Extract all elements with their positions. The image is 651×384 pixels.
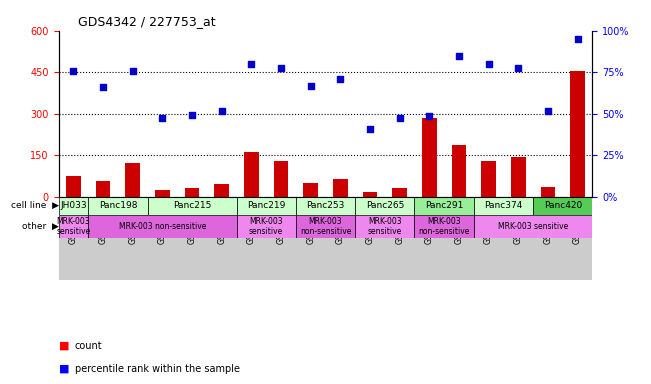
Text: Panc265: Panc265 <box>366 201 404 210</box>
FancyBboxPatch shape <box>148 197 236 215</box>
FancyBboxPatch shape <box>533 197 592 215</box>
FancyBboxPatch shape <box>236 215 296 238</box>
Bar <box>244 152 258 197</box>
Bar <box>96 181 111 197</box>
FancyBboxPatch shape <box>355 197 385 280</box>
Text: other  ▶: other ▶ <box>21 222 59 231</box>
Point <box>543 108 553 114</box>
Bar <box>540 187 555 197</box>
FancyBboxPatch shape <box>236 197 266 280</box>
FancyBboxPatch shape <box>59 197 89 280</box>
Text: GDS4342 / 227753_at: GDS4342 / 227753_at <box>78 15 215 28</box>
Text: Panc253: Panc253 <box>307 201 344 210</box>
FancyBboxPatch shape <box>415 215 474 238</box>
FancyBboxPatch shape <box>415 197 444 280</box>
Point <box>187 112 197 118</box>
FancyBboxPatch shape <box>296 197 355 215</box>
FancyBboxPatch shape <box>59 197 89 215</box>
FancyBboxPatch shape <box>444 197 474 280</box>
Text: cell line  ▶: cell line ▶ <box>10 201 59 210</box>
FancyBboxPatch shape <box>89 197 118 280</box>
Point <box>305 83 316 89</box>
Bar <box>452 146 466 197</box>
Point <box>98 84 108 91</box>
Text: MRK-003
non-sensitive: MRK-003 non-sensitive <box>419 217 470 236</box>
Text: ■: ■ <box>59 364 69 374</box>
Bar <box>303 183 318 197</box>
Point <box>454 53 464 59</box>
Text: JH033: JH033 <box>60 201 87 210</box>
Text: Panc420: Panc420 <box>544 201 582 210</box>
FancyBboxPatch shape <box>355 197 415 215</box>
Text: MRK-003
sensitive: MRK-003 sensitive <box>56 217 90 236</box>
Point <box>157 115 167 121</box>
FancyBboxPatch shape <box>415 197 474 215</box>
FancyBboxPatch shape <box>89 197 148 215</box>
Point <box>68 68 79 74</box>
Text: Panc198: Panc198 <box>99 201 137 210</box>
Text: Panc374: Panc374 <box>484 201 523 210</box>
Bar <box>570 71 585 197</box>
Bar <box>481 161 496 197</box>
Bar <box>273 161 288 197</box>
Bar <box>333 179 348 197</box>
FancyBboxPatch shape <box>266 197 296 280</box>
Point <box>572 36 583 42</box>
Text: MRK-003 sensitive: MRK-003 sensitive <box>498 222 568 231</box>
Point <box>246 61 256 67</box>
FancyBboxPatch shape <box>533 197 562 280</box>
Point <box>217 108 227 114</box>
FancyBboxPatch shape <box>326 197 355 280</box>
FancyBboxPatch shape <box>474 215 592 238</box>
FancyBboxPatch shape <box>503 197 533 280</box>
Point <box>424 113 434 119</box>
Point <box>365 126 375 132</box>
Bar <box>422 118 437 197</box>
Point <box>276 65 286 71</box>
Point <box>128 68 138 74</box>
Bar <box>392 188 407 197</box>
Bar <box>185 188 199 197</box>
Bar <box>363 192 378 197</box>
Point <box>335 76 346 82</box>
Text: Panc291: Panc291 <box>425 201 464 210</box>
Text: MRK-003
non-sensitive: MRK-003 non-sensitive <box>300 217 351 236</box>
FancyBboxPatch shape <box>59 215 89 238</box>
Bar <box>155 190 170 197</box>
Text: count: count <box>75 341 102 351</box>
FancyBboxPatch shape <box>296 215 355 238</box>
FancyBboxPatch shape <box>118 197 148 280</box>
Bar <box>511 157 526 197</box>
FancyBboxPatch shape <box>236 197 296 215</box>
Point <box>513 65 523 71</box>
Point <box>484 61 494 67</box>
FancyBboxPatch shape <box>296 197 326 280</box>
Bar <box>125 164 140 197</box>
Text: MRK-003
sensitive: MRK-003 sensitive <box>249 217 283 236</box>
FancyBboxPatch shape <box>355 215 415 238</box>
Bar <box>66 176 81 197</box>
FancyBboxPatch shape <box>474 197 503 280</box>
FancyBboxPatch shape <box>89 215 236 238</box>
Text: percentile rank within the sample: percentile rank within the sample <box>75 364 240 374</box>
Text: Panc215: Panc215 <box>173 201 211 210</box>
Text: ■: ■ <box>59 341 69 351</box>
Text: MRK-003
sensitive: MRK-003 sensitive <box>368 217 402 236</box>
Point <box>395 115 405 121</box>
FancyBboxPatch shape <box>177 197 207 280</box>
Text: MRK-003 non-sensitive: MRK-003 non-sensitive <box>118 222 206 231</box>
Bar <box>214 184 229 197</box>
FancyBboxPatch shape <box>562 197 592 280</box>
Text: Panc219: Panc219 <box>247 201 285 210</box>
FancyBboxPatch shape <box>474 197 533 215</box>
FancyBboxPatch shape <box>148 197 177 280</box>
FancyBboxPatch shape <box>207 197 236 280</box>
FancyBboxPatch shape <box>385 197 415 280</box>
